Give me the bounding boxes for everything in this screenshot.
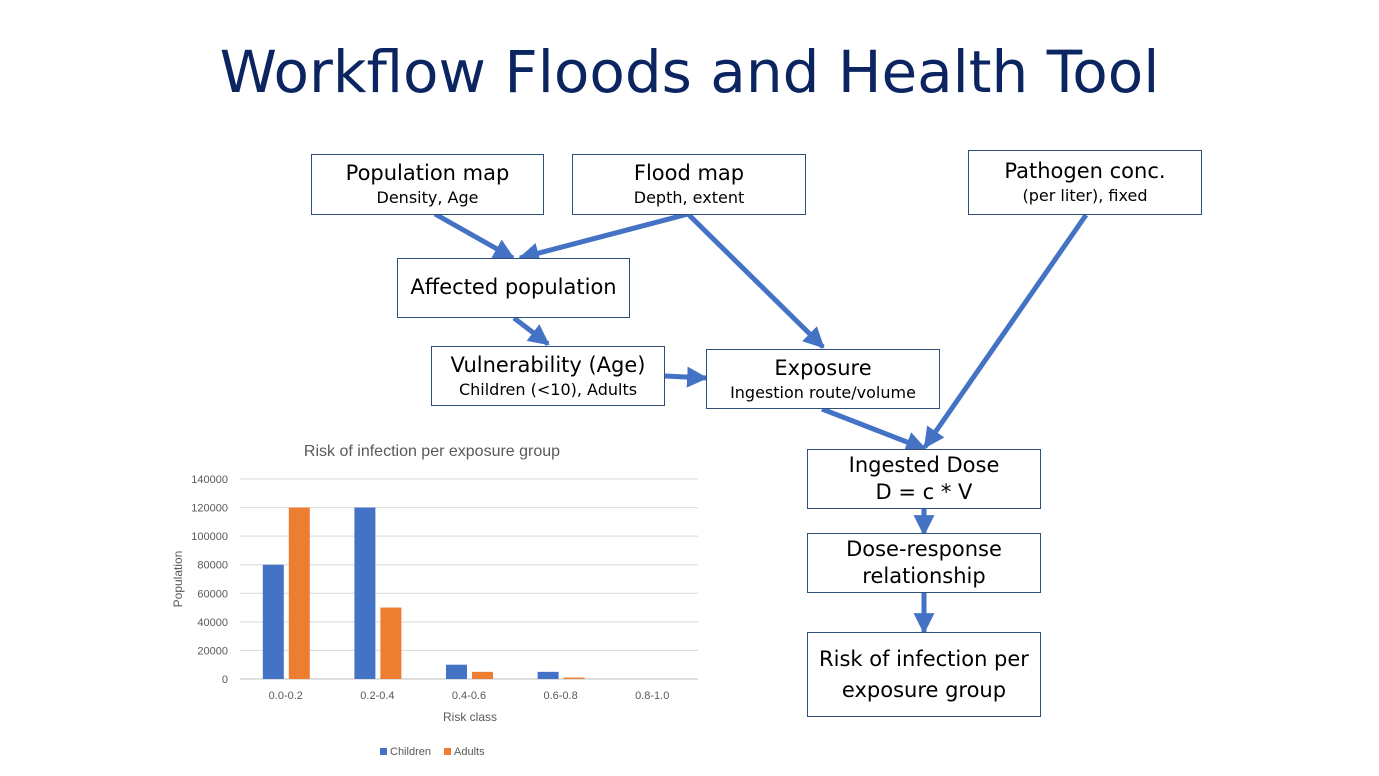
legend-label-children: Children (390, 746, 431, 758)
flood-map-box: Flood map Depth, extent (572, 154, 806, 215)
dose-response-line1: Dose-response (846, 536, 1002, 561)
vulnerability-sublabel: Children (<10), Adults (458, 379, 638, 399)
arrow-affected-to-vulnerability (512, 316, 550, 346)
population-map-label: Population map (345, 161, 510, 186)
x-tick-label: 0.2-0.4 (360, 690, 394, 702)
ingested-dose-line2: D = c * V (875, 480, 973, 504)
x-axis-title: Risk class (443, 710, 497, 724)
ingested-dose-box: Ingested Dose D = c * V (807, 449, 1041, 509)
risk-line2: exposure group (841, 677, 1007, 702)
y-tick-label: 40000 (197, 617, 228, 629)
exposure-box: Exposure Ingestion route/volume (706, 349, 940, 409)
risk-line1: Risk of infection per (819, 647, 1029, 672)
y-tick-label: 0 (222, 674, 228, 686)
arrow-vulnerability-to-exposure (664, 366, 709, 388)
pathogen-sublabel: (per liter), fixed (1022, 186, 1148, 206)
dose-response-line2: relationship (862, 564, 986, 588)
bar-children (354, 507, 376, 679)
pathogen-box: Pathogen conc. (per liter), fixed (968, 150, 1202, 215)
vulnerability-label: Vulnerability (Age) (450, 352, 646, 377)
arrow-flood-to-exposure (686, 212, 825, 349)
bar-adults (472, 671, 493, 679)
x-tick-label: 0.0-0.2 (269, 690, 303, 702)
risk-bar-chart: Risk of infection per exposure group 0 200… (171, 443, 698, 758)
y-tick-label: 80000 (197, 560, 228, 572)
exposure-label: Exposure (774, 355, 872, 380)
affected-population-box: Affected population (397, 258, 630, 318)
flood-map-sublabel: Depth, extent (633, 188, 745, 208)
affected-population-label: Affected population (410, 275, 617, 300)
bar-children (537, 671, 559, 679)
exposure-sublabel: Ingestion route/volume (730, 382, 916, 402)
bar-children (446, 664, 467, 679)
y-tick-label: 120000 (191, 503, 228, 515)
bar-adults (288, 507, 310, 679)
pathogen-label: Pathogen conc. (1004, 159, 1166, 184)
population-map-box: Population map Density, Age (311, 154, 544, 215)
flood-map-label: Flood map (633, 161, 745, 186)
arrow-population-to-affected (433, 211, 515, 261)
y-tick-label: 60000 (197, 588, 228, 600)
population-map-sublabel: Density, Age (376, 188, 479, 208)
legend-swatch-adults (444, 748, 451, 755)
x-tick-label: 0.4-0.6 (452, 690, 486, 702)
y-axis-title: Population (171, 551, 185, 608)
slide-title: Workflow Floods and Health Tool (219, 38, 1160, 106)
y-tick-label: 20000 (197, 645, 228, 657)
arrow-flood-to-affected (517, 211, 689, 264)
risk-box: Risk of infection per exposure group (807, 632, 1041, 717)
bar-adults (380, 607, 402, 679)
x-tick-label: 0.6-0.8 (543, 690, 577, 702)
legend-swatch-children (380, 748, 387, 755)
arrow-exposure-to-dose (821, 406, 927, 452)
chart-title: Risk of infection per exposure group (304, 443, 560, 460)
arrow-pathogen-to-dose (922, 213, 1089, 449)
bar-adults (563, 677, 585, 679)
y-tick-label: 100000 (191, 531, 228, 543)
vulnerability-box: Vulnerability (Age) Children (<10), Adul… (431, 346, 665, 406)
x-tick-label: 0.8-1.0 (635, 690, 669, 702)
bar-children (262, 564, 284, 679)
y-tick-label: 140000 (191, 474, 228, 486)
legend-label-adults: Adults (454, 746, 485, 758)
dose-response-box: Dose-response relationship (807, 533, 1041, 593)
ingested-dose-line1: Ingested Dose (848, 452, 1000, 477)
